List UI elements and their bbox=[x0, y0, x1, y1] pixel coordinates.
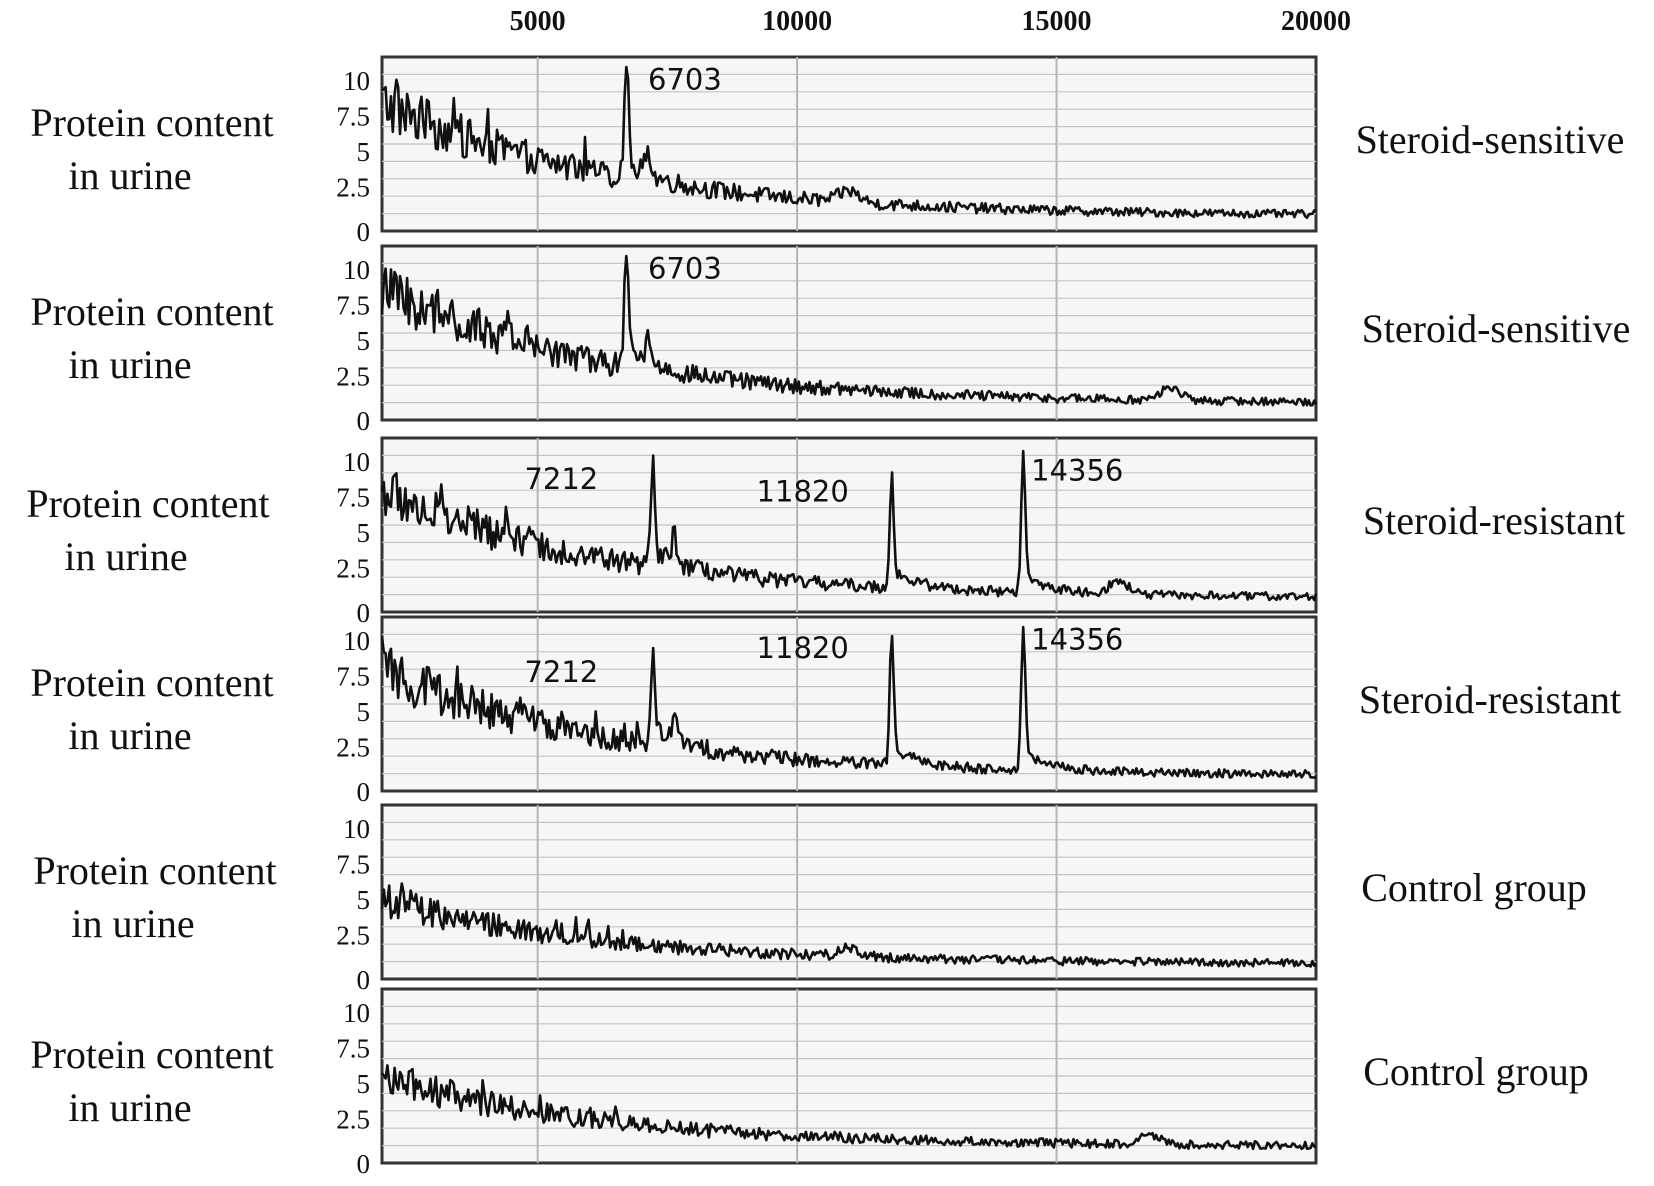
y-axis-label-line2: in urine bbox=[68, 1085, 191, 1130]
peak-label: 14356 bbox=[1031, 453, 1123, 487]
group-label: Steroid-resistant bbox=[1359, 677, 1621, 722]
y-tick-label: 2.5 bbox=[336, 1105, 370, 1135]
y-tick-label: 10 bbox=[343, 255, 370, 285]
y-axis-label-line1: Protein content bbox=[30, 100, 273, 145]
peak-label: 11820 bbox=[757, 631, 849, 665]
spectrum-trace bbox=[380, 625, 1317, 779]
y-tick-label: 5 bbox=[357, 326, 371, 356]
y-tick-label: 7.5 bbox=[336, 850, 370, 880]
group-label: Steroid-resistant bbox=[1363, 498, 1625, 543]
y-tick-label: 5 bbox=[357, 885, 371, 915]
x-tick-label: 20000 bbox=[1281, 6, 1351, 37]
y-tick-label: 10 bbox=[343, 447, 370, 477]
spectrum-trace bbox=[380, 254, 1318, 407]
y-tick-label: 2.5 bbox=[336, 921, 370, 951]
x-tick-label: 10000 bbox=[762, 6, 832, 37]
y-tick-label: 10 bbox=[343, 66, 370, 96]
y-tick-label: 10 bbox=[343, 998, 370, 1028]
spectrum-trace bbox=[380, 449, 1318, 602]
y-tick-label: 10 bbox=[343, 814, 370, 844]
panel-5: 0 2.5 5 7.5 10 Protein content in urine Control… bbox=[33, 803, 1587, 995]
y-axis-label-line2: in urine bbox=[68, 713, 191, 758]
x-tick-label: 15000 bbox=[1022, 6, 1092, 37]
y-axis-label-line2: in urine bbox=[68, 342, 191, 387]
peak-label: 6703 bbox=[648, 63, 722, 97]
peak-label: 6703 bbox=[648, 252, 722, 286]
x-tick-label: 5000 bbox=[510, 6, 566, 37]
y-tick-label: 2.5 bbox=[336, 173, 370, 203]
y-axis-label-line1: Protein content bbox=[33, 848, 276, 893]
y-tick-label: 5 bbox=[357, 518, 371, 548]
y-axis-label-line2: in urine bbox=[68, 153, 191, 198]
panel-2: 0 2.5 5 7.5 10 Protein content in urine Steroid… bbox=[30, 244, 1631, 436]
y-axis-label-line1: Protein content bbox=[30, 289, 273, 334]
y-tick-label: 0 bbox=[357, 217, 371, 247]
y-tick-label: 2.5 bbox=[336, 362, 370, 392]
panel-4: 0 2.5 5 7.5 10 Protein content in urine Steroid… bbox=[30, 615, 1621, 807]
y-axis-label-line1: Protein content bbox=[26, 481, 269, 526]
y-axis-label-line1: Protein content bbox=[30, 660, 273, 705]
peak-label: 14356 bbox=[1031, 623, 1123, 657]
y-tick-label: 7.5 bbox=[336, 102, 370, 132]
y-axis-label-line1: Protein content bbox=[30, 1032, 273, 1077]
group-label: Steroid-sensitive bbox=[1362, 306, 1631, 351]
panel-3: 0 2.5 5 7.5 10 Protein content in urine Steroid… bbox=[26, 436, 1625, 628]
y-tick-label: 0 bbox=[357, 965, 371, 995]
y-axis-label-line2: in urine bbox=[71, 901, 194, 946]
peak-label: 7212 bbox=[524, 462, 598, 496]
panel-6: 0 2.5 5 7.5 10 Protein content in urine Control… bbox=[30, 987, 1589, 1179]
spectrum-trace bbox=[380, 882, 1317, 968]
y-tick-label: 7.5 bbox=[336, 291, 370, 321]
y-tick-label: 2.5 bbox=[336, 554, 370, 584]
y-axis-label-line2: in urine bbox=[64, 534, 187, 579]
y-tick-label: 5 bbox=[357, 1069, 371, 1099]
y-tick-label: 7.5 bbox=[336, 662, 370, 692]
peak-label: 11820 bbox=[757, 475, 849, 509]
panel-1: 0 2.5 5 7.5 10 Protein content in urine Steroid… bbox=[30, 55, 1625, 247]
y-tick-label: 5 bbox=[357, 697, 371, 727]
y-tick-label: 0 bbox=[357, 598, 371, 628]
spectrum-trace bbox=[380, 1064, 1317, 1151]
peak-label: 7212 bbox=[524, 655, 598, 689]
y-tick-label: 0 bbox=[357, 777, 371, 807]
y-tick-label: 10 bbox=[343, 626, 370, 656]
spectrum-trace bbox=[381, 65, 1317, 220]
group-label: Steroid-sensitive bbox=[1356, 117, 1625, 162]
group-label: Control group bbox=[1363, 1049, 1589, 1094]
y-tick-label: 0 bbox=[357, 406, 371, 436]
y-tick-label: 7.5 bbox=[336, 483, 370, 513]
y-tick-label: 2.5 bbox=[336, 733, 370, 763]
y-tick-label: 7.5 bbox=[336, 1034, 370, 1064]
y-tick-label: 5 bbox=[357, 137, 371, 167]
y-tick-label: 0 bbox=[357, 1149, 371, 1179]
group-label: Control group bbox=[1361, 865, 1587, 910]
